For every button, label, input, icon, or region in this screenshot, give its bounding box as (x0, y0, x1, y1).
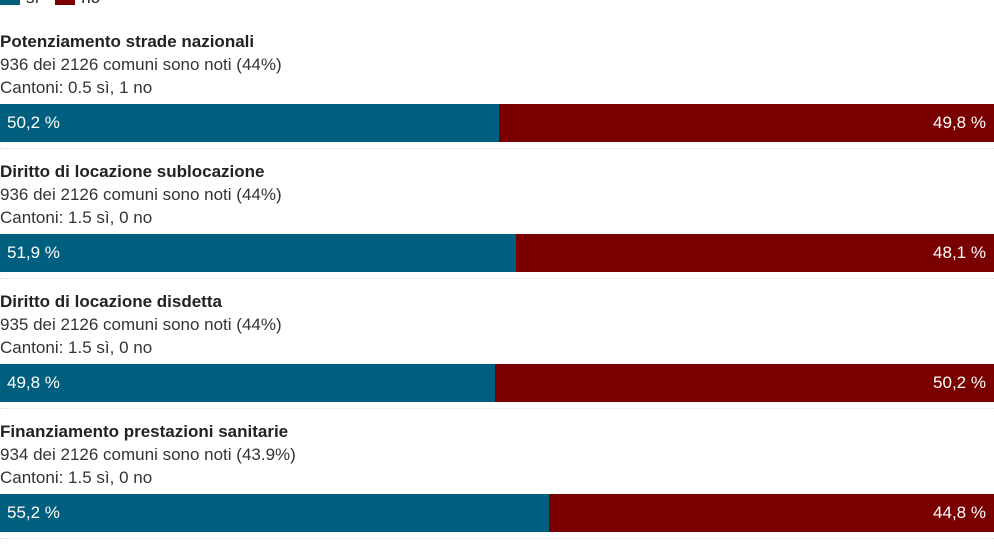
divider (0, 538, 994, 539)
yes-label: 51,9 % (7, 243, 60, 262)
vote-result: Potenziamento strade nazionali 936 dei 2… (0, 30, 994, 149)
no-label: 50,2 % (933, 373, 986, 392)
divider (0, 148, 994, 149)
legend-item-no: no (55, 0, 100, 8)
no-label: 48,1 % (933, 243, 986, 262)
bar-yes: 50,2 % (0, 104, 499, 142)
comuni-count: 935 dei 2126 comuni sono noti (44%) (0, 315, 282, 334)
vote-title: Diritto di locazione disdetta (0, 292, 222, 311)
legend-label-no: no (81, 0, 100, 8)
vote-title: Potenziamento strade nazionali (0, 32, 255, 51)
bar-no: 49,8 % (498, 104, 994, 142)
yes-label: 55,2 % (7, 503, 60, 522)
divider (0, 278, 994, 279)
no-label: 49,8 % (933, 113, 986, 132)
comuni-count: 934 dei 2126 comuni sono noti (43.9%) (0, 445, 296, 464)
bar-no: 50,2 % (495, 364, 994, 402)
result-bar: 51,9 % 48,1 % (0, 234, 994, 272)
vote-title: Finanziamento prestazioni sanitarie (0, 422, 289, 441)
cantoni-count: Cantoni: 1.5 sì, 0 no (0, 338, 153, 357)
cantoni-count: Cantoni: 1.5 sì, 0 no (0, 468, 153, 487)
bar-yes: 55,2 % (0, 494, 549, 532)
legend-swatch-yes (0, 0, 20, 5)
comuni-count: 936 dei 2126 comuni sono noti (44%) (0, 185, 282, 204)
bar-no: 48,1 % (515, 234, 994, 272)
vote-title: Diritto di locazione sublocazione (0, 162, 265, 181)
vote-result: Diritto di locazione disdetta 935 dei 21… (0, 290, 994, 409)
divider (0, 408, 994, 409)
result-bar: 49,8 % 50,2 % (0, 364, 994, 402)
vote-result: Diritto di locazione sublocazione 936 de… (0, 160, 994, 279)
no-label: 44,8 % (933, 503, 986, 522)
legend: sì no (0, 0, 116, 8)
legend-label-yes: sì (26, 0, 39, 8)
legend-item-yes: sì (0, 0, 39, 8)
vote-result: Finanziamento prestazioni sanitarie 934 … (0, 420, 994, 539)
cantoni-count: Cantoni: 1.5 sì, 0 no (0, 208, 153, 227)
cantoni-count: Cantoni: 0.5 sì, 1 no (0, 78, 153, 97)
result-bar: 50,2 % 49,8 % (0, 104, 994, 142)
bar-yes: 51,9 % (0, 234, 516, 272)
comuni-count: 936 dei 2126 comuni sono noti (44%) (0, 55, 282, 74)
result-bar: 55,2 % 44,8 % (0, 494, 994, 532)
yes-label: 50,2 % (7, 113, 60, 132)
bar-no: 44,8 % (548, 494, 994, 532)
legend-swatch-no (55, 0, 76, 5)
bar-yes: 49,8 % (0, 364, 495, 402)
yes-label: 49,8 % (7, 373, 60, 392)
